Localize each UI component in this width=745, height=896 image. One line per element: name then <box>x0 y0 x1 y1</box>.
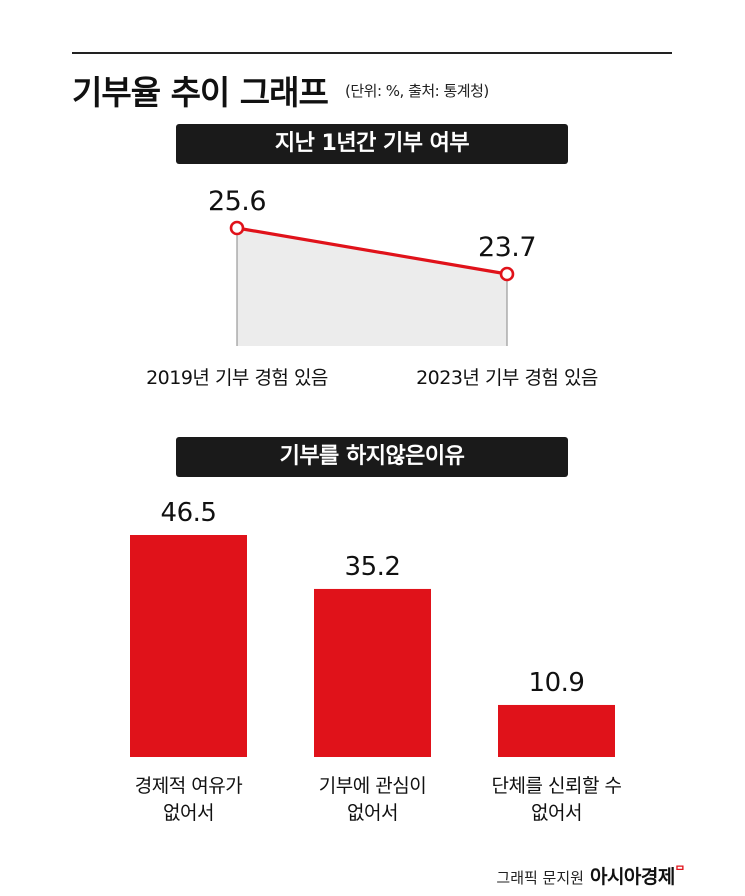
line-chart-title: 지난 1년간 기부 여부 <box>176 124 568 164</box>
brand-logo: 아시아경제 <box>589 866 675 888</box>
bar-category-label-2-line-2: 없어서 <box>347 802 398 824</box>
brand-mark-icon: ᄆ <box>674 864 685 877</box>
bar-value-label-1: 46.5 <box>161 498 217 528</box>
bar-1 <box>130 535 247 757</box>
bar-category-label-1-line-1: 경제적 여유가 <box>135 775 242 797</box>
bar-value-label-3: 10.9 <box>529 668 585 698</box>
bar-3 <box>498 704 615 757</box>
bar-value-label-2: 35.2 <box>345 552 401 582</box>
top-rule <box>72 52 672 54</box>
data-point-2 <box>499 266 515 282</box>
page-title: 기부율 추이 그래프 <box>72 73 329 112</box>
bar-category-label-3-line-2: 없어서 <box>531 802 582 824</box>
bar-chart-title: 기부를 하지않은이유 <box>176 437 568 477</box>
category-label-1: 2019년 기부 경험 있음 <box>146 367 328 389</box>
series-line <box>236 226 508 276</box>
credit-text: 그래픽 문지원 <box>496 869 584 887</box>
line-area-fill <box>237 228 507 346</box>
bar-category-label-2-line-1: 기부에 관심이 <box>319 775 426 797</box>
data-point-1 <box>229 220 245 236</box>
bar-category-label-3-line-1: 단체를 신뢰할 수 <box>492 775 622 797</box>
category-label-2: 2023년 기부 경험 있음 <box>416 367 598 389</box>
bar-category-label-1-line-2: 없어서 <box>163 802 214 824</box>
page-subtitle: (단위: %, 출처: 통계청) <box>345 82 489 100</box>
bar-2 <box>314 588 431 757</box>
value-label-1: 25.6 <box>208 186 266 217</box>
credit: 그래픽 문지원 아시아경제ᄆ <box>496 862 685 889</box>
value-label-2: 23.7 <box>478 232 536 263</box>
